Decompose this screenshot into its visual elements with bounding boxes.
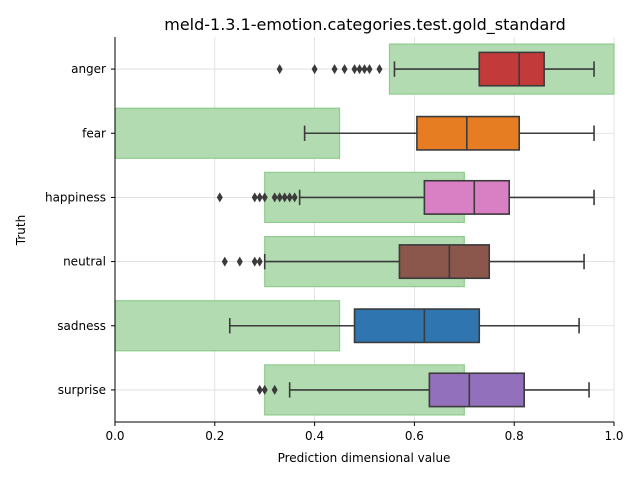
x-ticks: 0.0 0.2 0.4 0.6 0.8 1.0	[105, 422, 624, 443]
x-tick-label: 1.0	[604, 429, 623, 443]
y-tick-label-happiness: happiness	[45, 190, 106, 204]
outlier-happiness	[291, 192, 298, 203]
outlier-happiness	[216, 192, 223, 203]
outlier-neutral	[236, 256, 243, 267]
outlier-happiness	[281, 192, 288, 203]
outlier-anger	[276, 64, 283, 75]
box-series	[216, 51, 595, 408]
outlier-anger	[361, 64, 368, 75]
outlier-neutral	[256, 256, 263, 267]
outlier-happiness	[251, 192, 258, 203]
outlier-surprise	[256, 384, 263, 395]
x-axis-label: Prediction dimensional value	[278, 451, 451, 465]
range-band-fear	[114, 107, 341, 159]
chart-title: meld-1.3.1-emotion.categories.test.gold_…	[164, 15, 566, 35]
y-tick-label-neutral: neutral	[63, 255, 106, 269]
x-tick-label: 0.4	[305, 429, 324, 443]
box-sadness	[353, 308, 481, 344]
outlier-anger	[376, 64, 383, 75]
outlier-surprise	[261, 384, 268, 395]
outlier-surprise	[271, 384, 278, 395]
y-tick-label-fear: fear	[82, 126, 106, 140]
box-anger	[478, 51, 545, 87]
reference-ranges	[114, 43, 615, 416]
outlier-anger	[311, 64, 318, 75]
box-neutral	[398, 244, 491, 280]
box-happiness	[423, 179, 511, 215]
y-tick-label-anger: anger	[71, 62, 106, 76]
outlier-neutral	[251, 256, 258, 267]
y-tick-label-surprise: surprise	[58, 383, 106, 397]
x-tick-label: 0.0	[105, 429, 124, 443]
y-axis-label: Truth	[14, 215, 28, 246]
outlier-happiness	[256, 192, 263, 203]
outlier-anger	[351, 64, 358, 75]
x-tick-label: 0.2	[205, 429, 224, 443]
outlier-anger	[341, 64, 348, 75]
box-fear	[416, 115, 520, 151]
y-ticks: anger fear happiness neutral sadness surprise	[45, 62, 115, 397]
x-tick-label: 0.6	[405, 429, 424, 443]
outlier-neutral	[221, 256, 228, 267]
outlier-happiness	[286, 192, 293, 203]
outlier-anger	[331, 64, 338, 75]
outlier-happiness	[276, 192, 283, 203]
range-band-sadness	[114, 300, 341, 352]
x-tick-label: 0.8	[505, 429, 524, 443]
outlier-anger	[356, 64, 363, 75]
box-surprise	[428, 372, 525, 408]
grid-lines	[114, 37, 615, 422]
outlier-happiness	[261, 192, 268, 203]
y-tick-label-sadness: sadness	[57, 319, 106, 333]
axes	[114, 37, 614, 423]
outlier-happiness	[271, 192, 278, 203]
outlier-anger	[366, 64, 373, 75]
